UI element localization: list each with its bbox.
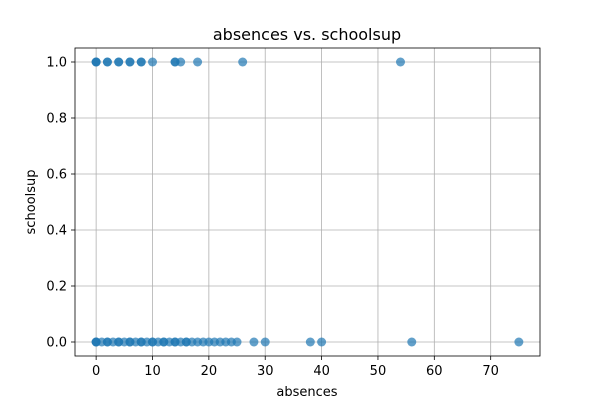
data-point <box>249 337 259 347</box>
x-axis-ticks: 0 10 20 30 40 50 60 70 <box>92 356 499 379</box>
data-point <box>136 57 146 67</box>
x-tick-label: 20 <box>201 364 218 379</box>
data-point <box>114 57 124 67</box>
y-tick-label: 0.6 <box>46 168 67 183</box>
data-point <box>396 57 405 67</box>
data-point <box>148 57 157 67</box>
data-point <box>91 57 101 67</box>
data-point <box>317 337 327 347</box>
data-point <box>260 337 270 347</box>
y-tick-label: 0.2 <box>46 280 67 295</box>
y-tick-label: 0.8 <box>46 112 67 127</box>
data-point <box>102 57 112 67</box>
data-point <box>407 337 417 347</box>
x-tick-label: 30 <box>257 364 274 379</box>
data-point <box>305 337 315 347</box>
y-tick-label: 1.0 <box>46 56 67 71</box>
y-tick-label: 0.4 <box>46 224 67 239</box>
grid <box>75 48 540 356</box>
x-tick-label: 0 <box>92 364 100 379</box>
data-point <box>238 57 248 67</box>
x-tick-label: 50 <box>370 364 387 379</box>
x-axis-label: absences <box>276 385 337 400</box>
data-point <box>232 337 242 347</box>
data-points <box>91 57 524 347</box>
y-tick-label: 0.0 <box>46 336 67 351</box>
x-tick-label: 70 <box>482 364 499 379</box>
y-axis-ticks: 0.0 0.2 0.4 0.6 0.8 1.0 <box>46 56 75 351</box>
y-axis-label: schoolsup <box>24 170 39 235</box>
plot-frame <box>74 47 541 357</box>
data-point <box>193 57 203 67</box>
data-point <box>176 57 186 67</box>
chart-title: absences vs. schoolsup <box>213 25 401 44</box>
x-tick-label: 60 <box>426 364 443 379</box>
data-point <box>514 337 524 347</box>
x-tick-label: 40 <box>313 364 330 379</box>
x-tick-label: 10 <box>144 364 161 379</box>
data-point <box>125 57 135 67</box>
